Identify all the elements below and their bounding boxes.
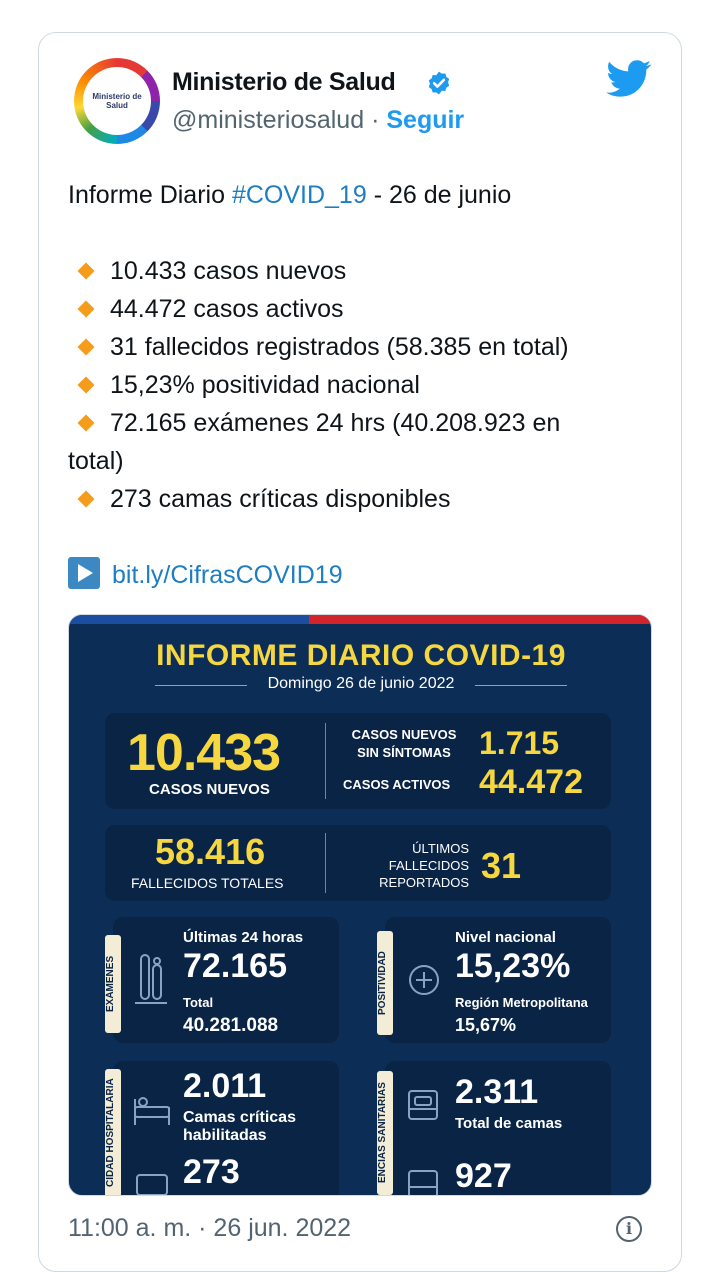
orange-diamond-icon <box>77 300 95 318</box>
critical-beds-label-2: habilitadas <box>183 1127 267 1144</box>
bullet-line: 44.472 casos activos <box>68 290 648 328</box>
avatar-text: Ministerio de Salud <box>83 67 151 135</box>
link-line: bit.ly/CifrasCOVID19 <box>68 556 648 594</box>
residence-beds-label: Total de camas <box>455 1115 563 1132</box>
deaths-panel <box>105 825 611 901</box>
plus-circle-icon <box>409 965 439 995</box>
date-divider-right <box>475 685 567 686</box>
orange-diamond-icon <box>77 490 95 508</box>
info-icon[interactable]: i <box>616 1216 642 1242</box>
infographic-date: Domingo 26 de junio 2022 <box>267 675 455 692</box>
test-tube-icon <box>135 954 167 1004</box>
infographic-title: INFORME DIARIO COVID-19 <box>156 639 566 672</box>
tweet-text: Informe Diario #COVID_19 - 26 de junio 1… <box>68 176 648 594</box>
residences-panel <box>385 1061 611 1195</box>
cifras-link[interactable]: bit.ly/CifrasCOVID19 <box>112 561 343 589</box>
exams-side-label: EXÁMENES <box>105 935 121 1033</box>
asymptomatic-label-2: SIN SÍNTOMAS <box>357 745 451 760</box>
handle-separator: · <box>371 106 380 134</box>
cases-panel <box>105 713 611 809</box>
asymptomatic-value: 1.715 <box>479 725 560 761</box>
orange-diamond-icon <box>77 338 95 356</box>
active-cases-value: 44.472 <box>479 763 583 801</box>
orange-diamond-icon <box>77 262 95 280</box>
asymptomatic-label-1: CASOS NUEVOS <box>351 727 457 742</box>
orange-diamond-icon <box>77 376 95 394</box>
bullet-line: 15,23% positividad nacional <box>68 366 648 404</box>
verified-badge-icon <box>428 71 450 95</box>
date-divider-left <box>155 685 247 686</box>
national-positivity-label: Nivel nacional <box>455 929 556 946</box>
cases-divider <box>325 723 326 799</box>
rm-positivity-value: 15,67% <box>455 1015 517 1035</box>
exams-period-label: Últimas 24 horas <box>183 929 304 946</box>
tweet-headline: Informe Diario #COVID_19 - 26 de junio <box>68 181 512 209</box>
recent-deaths-label-3: REPORTADOS <box>379 875 469 890</box>
flag-stripe-blue <box>69 615 309 624</box>
follow-button[interactable]: Seguir <box>386 106 465 134</box>
national-positivity-value: 15,23% <box>455 947 571 985</box>
residence-beds-available-value: 927 <box>455 1157 512 1195</box>
critical-beds-value: 2.011 <box>183 1067 267 1105</box>
tweet-timestamp[interactable]: 11:00 a. m. · 26 jun. 2022 <box>68 1214 352 1242</box>
hospital-bed-icon <box>134 1097 170 1125</box>
author-handle-row: @ministeriosalud · Seguir <box>172 106 464 135</box>
author-avatar[interactable]: Ministerio de Salud <box>74 58 160 144</box>
available-beds-value: 273 <box>183 1153 240 1191</box>
active-cases-label: CASOS ACTIVOS <box>343 777 451 792</box>
bed-icon <box>408 1090 438 1120</box>
new-cases-value: 10.433 <box>127 724 281 782</box>
bullet-line: 31 fallecidos registrados (58.385 en tot… <box>68 328 648 366</box>
bed-monitor-icon <box>136 1174 168 1195</box>
orange-diamond-icon <box>77 414 95 432</box>
bullet-line: 10.433 casos nuevos <box>68 252 648 290</box>
critical-beds-label-1: Camas críticas <box>183 1109 296 1126</box>
bullet-line: 273 camas críticas disponibles <box>68 480 648 518</box>
covid-hashtag-link[interactable]: #COVID_19 <box>231 181 367 209</box>
recent-deaths-label-1: ÚLTIMOS <box>412 841 469 856</box>
exams-total-label: Total <box>183 995 214 1010</box>
bed-icon-secondary <box>408 1170 438 1195</box>
positivity-side-label: POSITIVIDAD <box>377 931 393 1035</box>
deaths-divider <box>325 833 326 893</box>
deaths-total-label: FALLECIDOS TOTALES <box>131 875 284 891</box>
hospital-panel <box>113 1061 339 1195</box>
exams-panel <box>113 917 339 1043</box>
recent-deaths-value: 31 <box>481 845 522 886</box>
deaths-total-value: 58.416 <box>155 831 266 872</box>
twitter-bird-icon[interactable] <box>606 60 652 98</box>
bullet-line: 72.165 exámenes 24 hrs (40.208.923 en <box>68 404 648 442</box>
flag-stripe-red <box>309 615 651 624</box>
exams-total-value: 40.281.088 <box>183 1015 279 1036</box>
play-button-icon <box>68 557 100 589</box>
residence-beds-value: 2.311 <box>455 1073 539 1111</box>
recent-deaths-label-2: FALLECIDOS <box>388 858 469 873</box>
hospital-side-label: CIDAD HOSPITALARIA <box>105 1069 121 1195</box>
author-name[interactable]: Ministerio de Salud <box>172 68 396 96</box>
residences-side-label: ENCIAS SANITARIAS <box>377 1071 393 1195</box>
bullet-line-continued: total) <box>68 447 124 475</box>
rm-positivity-label: Región Metropolitana <box>455 995 588 1010</box>
new-cases-label: CASOS NUEVOS <box>149 781 270 798</box>
infographic-image[interactable]: INFORME DIARIO COVID-19 Domingo 26 de ju… <box>68 614 652 1196</box>
author-handle[interactable]: @ministeriosalud <box>172 106 365 134</box>
exams-value: 72.165 <box>183 947 287 985</box>
